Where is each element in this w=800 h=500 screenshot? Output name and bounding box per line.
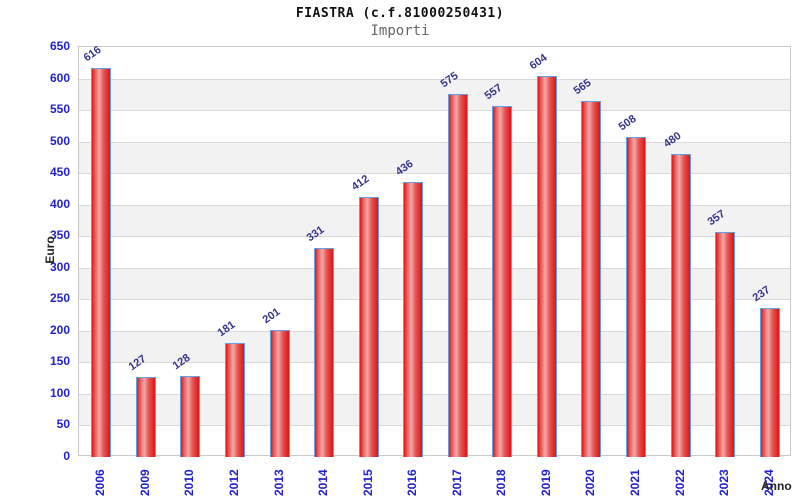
gridline <box>79 362 790 364</box>
plot-band <box>79 78 790 111</box>
bar[interactable] <box>224 342 245 457</box>
bar[interactable] <box>91 68 112 457</box>
bar[interactable] <box>581 100 602 457</box>
gridline <box>79 393 790 395</box>
y-tick-label: 450 <box>49 165 70 180</box>
x-tick-label: 2014 <box>316 469 331 496</box>
y-tick-label: 50 <box>56 417 70 432</box>
gridline <box>79 267 790 269</box>
chart-subtitle: Importi <box>370 23 430 39</box>
x-tick-label: 2023 <box>717 469 732 496</box>
x-tick-label: 2012 <box>226 469 241 496</box>
gridline <box>79 425 790 427</box>
bar[interactable] <box>135 376 156 457</box>
y-axis-title: Euro <box>43 236 57 264</box>
bar[interactable] <box>358 197 379 457</box>
bar[interactable] <box>180 376 201 457</box>
x-tick-label: 2021 <box>628 469 643 496</box>
chart-title: FIASTRA (c.f.81000250431) <box>295 6 505 21</box>
bar-value-label: 201 <box>260 306 282 327</box>
gridline <box>79 78 790 80</box>
gridline <box>79 173 790 175</box>
bar[interactable] <box>759 307 780 457</box>
bar-value-label: 604 <box>527 51 550 73</box>
gridline <box>79 110 790 112</box>
bar[interactable] <box>670 154 691 457</box>
x-tick-label: 2019 <box>538 469 553 496</box>
bar[interactable] <box>447 94 468 457</box>
y-tick-label: 650 <box>49 39 70 53</box>
bar-value-label: 412 <box>349 172 372 194</box>
gridline <box>79 330 790 332</box>
y-tick-label: 250 <box>49 291 70 306</box>
y-tick-label: 600 <box>49 70 70 85</box>
bar-value-label: 508 <box>616 112 639 133</box>
x-tick-label: 2009 <box>137 469 152 496</box>
gridline <box>79 299 790 301</box>
x-tick-label: 2020 <box>583 469 598 496</box>
bar[interactable] <box>715 231 736 457</box>
gridline <box>79 236 790 238</box>
y-tick-label: 100 <box>49 385 70 400</box>
x-tick-label: 2013 <box>271 469 286 496</box>
y-tick-label: 200 <box>49 322 70 337</box>
bar-value-label: 616 <box>81 44 104 65</box>
x-tick-label: 2017 <box>449 469 464 496</box>
plot-area: 616 127 128 181 201 331 412 436 575 557 604 565 508 4… <box>78 44 791 457</box>
x-tick-label: 2006 <box>93 469 108 496</box>
gridline <box>79 204 790 206</box>
x-tick-label: 2015 <box>360 469 375 496</box>
bar[interactable] <box>536 76 557 457</box>
y-tick-label: 300 <box>49 259 70 274</box>
y-tick-label: 400 <box>49 196 70 211</box>
x-tick-label: 2010 <box>182 469 197 496</box>
bar[interactable] <box>269 330 290 457</box>
y-tick-label: 550 <box>49 102 70 117</box>
x-tick-label: 2018 <box>494 469 509 496</box>
gridline <box>79 141 790 143</box>
bar[interactable] <box>314 248 335 457</box>
y-tick-label: 500 <box>49 133 70 148</box>
x-axis-title: Anno <box>761 479 792 493</box>
bar[interactable] <box>403 181 424 457</box>
y-tick-label: 150 <box>49 354 70 369</box>
x-tick-label: 2022 <box>672 469 687 496</box>
y-tick-label: 350 <box>49 228 70 243</box>
bar[interactable] <box>492 105 513 457</box>
bar[interactable] <box>626 136 647 457</box>
x-tick-label: 2016 <box>405 469 420 496</box>
y-tick-label: 0 <box>63 449 70 463</box>
